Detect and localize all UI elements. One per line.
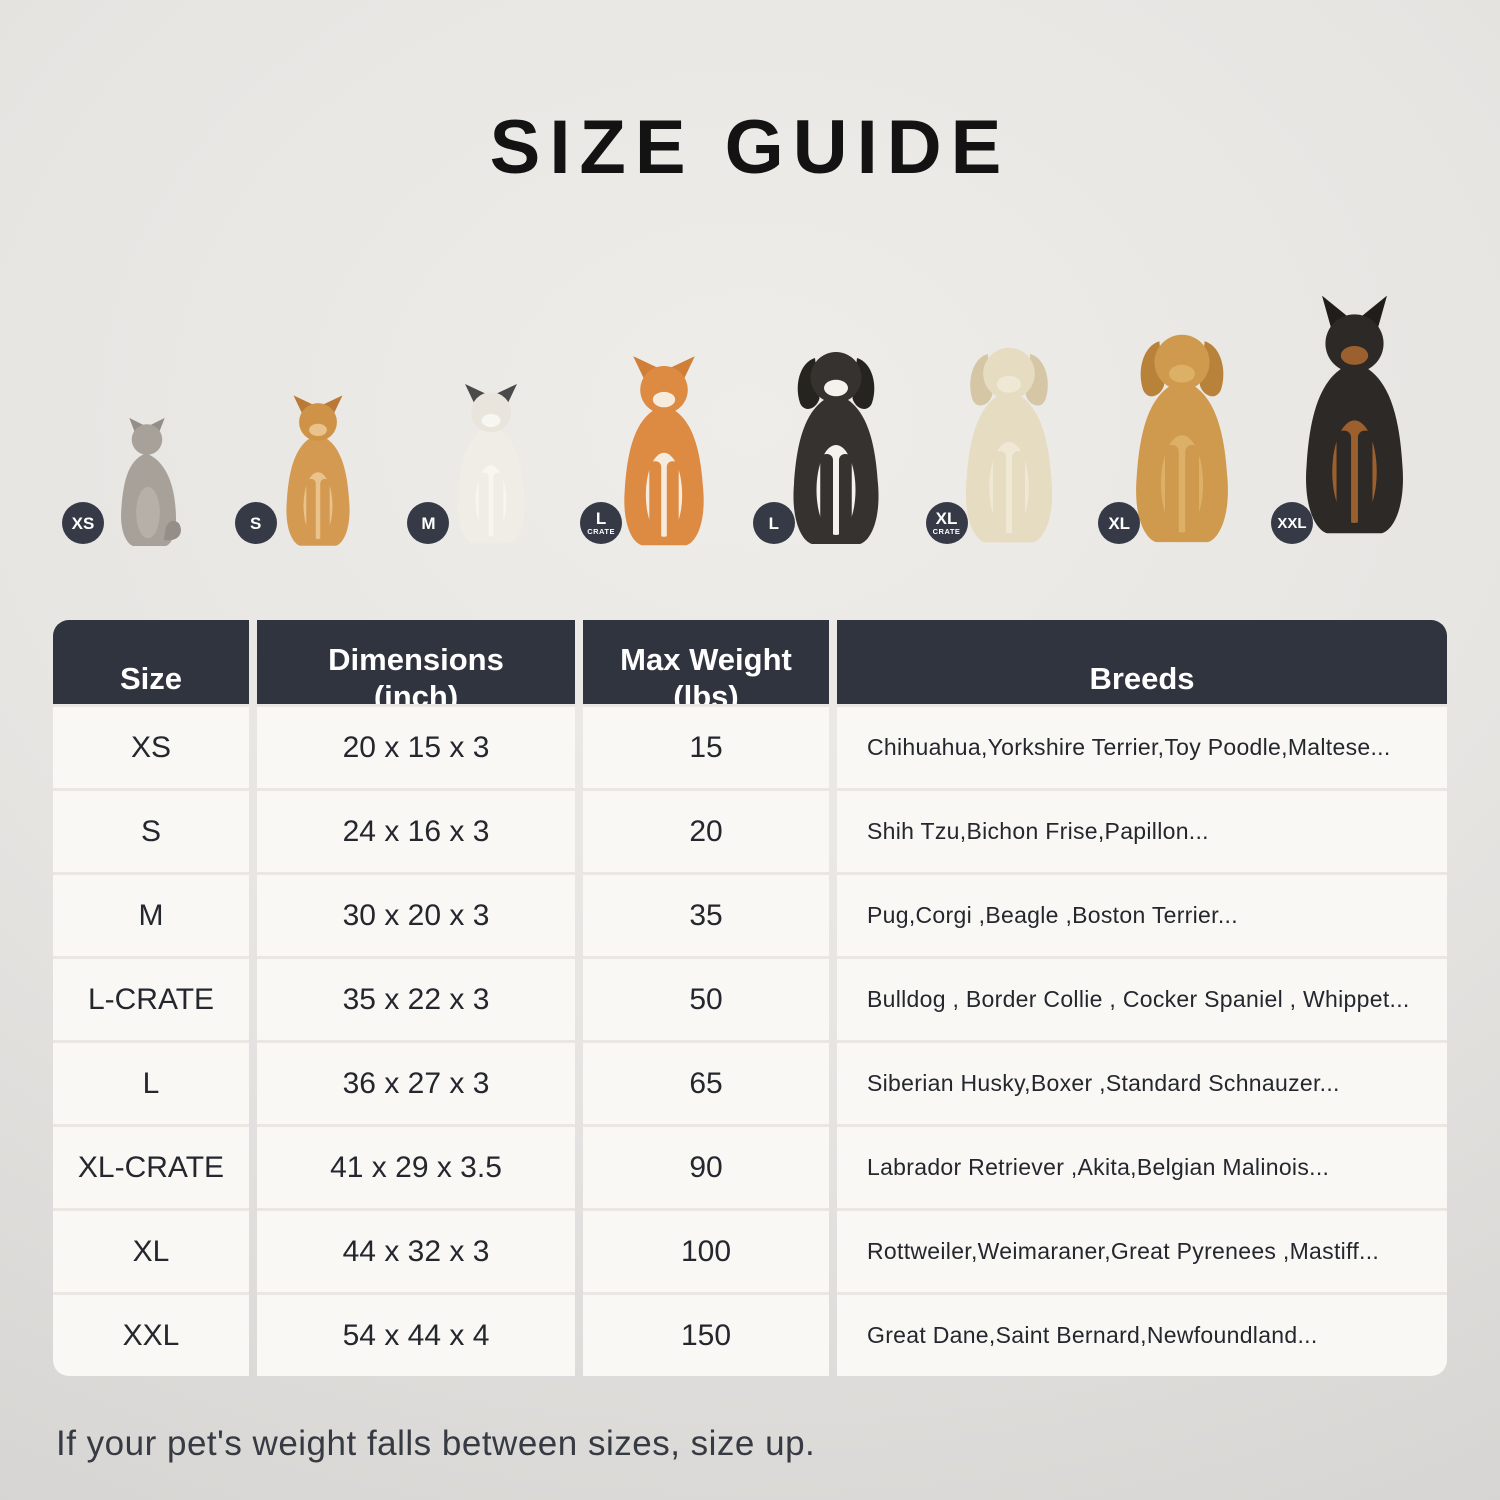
- page-title: SIZE GUIDE: [489, 105, 1011, 190]
- size-badge-xl: XL: [1098, 502, 1141, 544]
- cell-breeds-xxl: Great Dane,Saint Bernard,Newfoundland...: [837, 1292, 1447, 1376]
- cell-size-xl-crate: XL-CRATE: [53, 1124, 249, 1208]
- cell-breeds-l-crate: Bulldog , Border Collie , Cocker Spaniel…: [837, 956, 1447, 1040]
- cell-breeds-xs: Chihuahua,Yorkshire Terrier,Toy Poodle,M…: [837, 704, 1447, 788]
- pet-french-bulldog: M: [405, 378, 576, 548]
- pet-doberman: XXL: [1269, 286, 1440, 548]
- cell-max-weight-xl: 100: [583, 1208, 829, 1292]
- french-bulldog-illustration: [457, 383, 525, 544]
- pet-cat: XS: [60, 410, 231, 548]
- pet-golden-retriever: XL: [1096, 316, 1267, 548]
- cell-size-xxl: XXL: [53, 1292, 249, 1376]
- cell-size-s: S: [53, 788, 249, 872]
- cell-max-weight-s: 20: [583, 788, 829, 872]
- pets-row: XS S M L CRATE L: [60, 280, 1440, 548]
- cell-dimensions-xl: 44 x 32 x 3: [257, 1208, 575, 1292]
- cell-breeds-s: Shih Tzu,Bichon Frise,Papillon...: [837, 788, 1447, 872]
- cell-breeds-xl: Rottweiler,Weimaraner,Great Pyrenees ,Ma…: [837, 1208, 1447, 1292]
- cell-size-l-crate: L-CRATE: [53, 956, 249, 1040]
- pet-shiba-inu: L CRATE: [578, 352, 749, 548]
- size-badge-l: L: [752, 502, 795, 544]
- cell-max-weight-xxl: 150: [583, 1292, 829, 1376]
- size-table: Size Dimensions (inch) Max Weight (lbs) Breed…: [53, 620, 1447, 1376]
- cat-illustration: [120, 417, 181, 547]
- cell-size-xl: XL: [53, 1208, 249, 1292]
- border-collie-illustration: [793, 352, 879, 544]
- size-badge-xl-crate: XL CRATE: [925, 502, 968, 544]
- size-badge-s: S: [234, 502, 277, 544]
- golden-retriever-illustration: [1135, 334, 1228, 543]
- cell-max-weight-l-crate: 50: [583, 956, 829, 1040]
- cell-dimensions-s: 24 x 16 x 3: [257, 788, 575, 872]
- cell-breeds-m: Pug,Corgi ,Beagle ,Boston Terrier...: [837, 872, 1447, 956]
- size-badge-l-crate: L CRATE: [580, 502, 623, 544]
- cell-size-l: L: [53, 1040, 249, 1124]
- pet-border-collie: L: [751, 336, 922, 548]
- cell-breeds-xl-crate: Labrador Retriever ,Akita,Belgian Malino…: [837, 1124, 1447, 1208]
- cell-max-weight-l: 65: [583, 1040, 829, 1124]
- cell-max-weight-xs: 15: [583, 704, 829, 788]
- pet-pomeranian: S: [233, 392, 404, 548]
- footer-note: If your pet's weight falls between sizes…: [56, 1424, 816, 1463]
- cell-dimensions-xl-crate: 41 x 29 x 3.5: [257, 1124, 575, 1208]
- pomeranian-illustration: [286, 395, 350, 546]
- cell-size-xs: XS: [53, 704, 249, 788]
- cell-dimensions-m: 30 x 20 x 3: [257, 872, 575, 956]
- cell-dimensions-xs: 20 x 15 x 3: [257, 704, 575, 788]
- cell-dimensions-l-crate: 35 x 22 x 3: [257, 956, 575, 1040]
- cell-breeds-l: Siberian Husky,Boxer ,Standard Schnauzer…: [837, 1040, 1447, 1124]
- cell-dimensions-l: 36 x 27 x 3: [257, 1040, 575, 1124]
- size-badge-m: M: [407, 502, 450, 544]
- doberman-illustration: [1305, 295, 1403, 534]
- labrador-illustration: [965, 347, 1053, 543]
- shiba-inu-illustration: [623, 356, 704, 546]
- cell-max-weight-xl-crate: 90: [583, 1124, 829, 1208]
- cell-max-weight-m: 35: [583, 872, 829, 956]
- cell-size-m: M: [53, 872, 249, 956]
- size-badge-xxl: XXL: [1270, 502, 1313, 544]
- cell-dimensions-xxl: 54 x 44 x 4: [257, 1292, 575, 1376]
- size-badge-xs: XS: [62, 502, 104, 544]
- pet-labrador: XL CRATE: [924, 330, 1095, 548]
